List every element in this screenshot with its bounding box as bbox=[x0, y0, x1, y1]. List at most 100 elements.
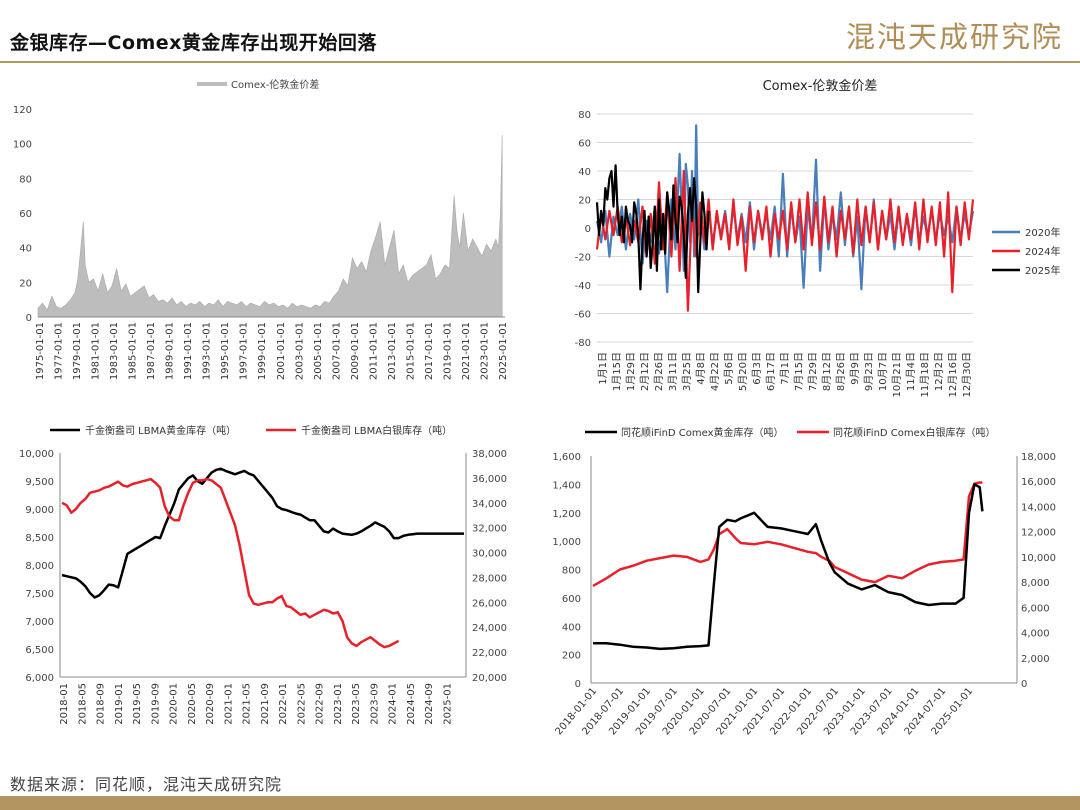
y-tick-label: 80 bbox=[19, 174, 32, 185]
x-tick-label: 11月4日 bbox=[905, 352, 917, 391]
x-tick-label: 1993-01-01 bbox=[202, 322, 213, 380]
x-tick-label: 12月16日 bbox=[947, 352, 959, 397]
x-tick-label: 2025-01-01 bbox=[498, 322, 509, 380]
x-tick-label: 8月12日 bbox=[821, 352, 833, 391]
y-tick-label-right: 28,000 bbox=[472, 573, 507, 584]
y-tick-label: 100 bbox=[13, 140, 32, 151]
x-tick-label: 1987-01-01 bbox=[146, 322, 157, 380]
y-tick-label: 0 bbox=[585, 224, 591, 235]
x-tick-label: 2月12日 bbox=[639, 352, 651, 391]
y-tick-label-left: 600 bbox=[562, 594, 581, 605]
y-tick-label: 20 bbox=[19, 278, 32, 289]
x-tick-label: 1月29日 bbox=[625, 352, 637, 391]
y-tick-label: -20 bbox=[575, 253, 591, 264]
x-tick-label: 1月15日 bbox=[611, 352, 623, 391]
y-tick-label-left: 6,000 bbox=[25, 673, 54, 684]
y-tick-label-left: 9,500 bbox=[25, 477, 54, 488]
y-tick-label-right: 38,000 bbox=[472, 449, 507, 460]
y-tick-label-left: 6,500 bbox=[25, 645, 54, 656]
x-tick-label: 2011-01-01 bbox=[368, 322, 379, 380]
y-tick-label: 60 bbox=[19, 209, 32, 220]
x-tick-label: 2020-05 bbox=[187, 683, 198, 725]
legend-label: 2025年 bbox=[1025, 264, 1060, 277]
header-divider bbox=[0, 61, 1080, 63]
y-tick-label: 40 bbox=[578, 167, 591, 178]
y-tick-label-right: 32,000 bbox=[472, 524, 507, 535]
y-tick-label-right: 18,000 bbox=[1021, 452, 1056, 463]
x-tick-label: 1979-01-01 bbox=[72, 322, 83, 380]
x-tick-label: 1989-01-01 bbox=[165, 322, 176, 380]
x-tick-label: 2013-01-01 bbox=[387, 322, 398, 380]
x-tick-label: 8月26日 bbox=[835, 352, 847, 391]
series-line-lbma-gold bbox=[61, 467, 464, 599]
y-tick-label: 0 bbox=[26, 313, 32, 324]
series-line-2025 bbox=[595, 164, 710, 294]
chart-lbma-inventory: 6,000 6,500 7,000 7,500 8,000 8,500 9,000 9,500… bbox=[19, 424, 507, 725]
series-area-spread bbox=[37, 134, 503, 318]
x-tick-label: 1977-01-01 bbox=[54, 322, 65, 380]
chart-gold-spread-history: Comex-伦敦金价差 0 20 40 60 80 100 120 1975-01-01 1977… bbox=[13, 78, 509, 380]
y-tick-label: -60 bbox=[575, 310, 591, 321]
x-tick-label: 1981-01-01 bbox=[91, 322, 102, 380]
chart-gold-spread-yearly: Comex-伦敦金价差 -80 -60 -40 -20 0 20 40 60 80 1月1日 1月15… bbox=[575, 78, 1061, 397]
y-tick-label-right: 6,000 bbox=[1021, 603, 1050, 614]
y-tick-label-right: 22,000 bbox=[472, 648, 507, 659]
x-tick-label: 2024-05 bbox=[406, 683, 417, 725]
x-tick-label: 2018-05 bbox=[77, 683, 88, 725]
y-tick-label-right: 10,000 bbox=[1021, 553, 1056, 564]
x-tick-label: 1997-01-01 bbox=[239, 322, 250, 380]
x-tick-label: 3月11日 bbox=[667, 352, 679, 391]
x-tick-label: 2003-01-01 bbox=[294, 322, 305, 380]
y-tick-label-left: 1,600 bbox=[552, 452, 581, 463]
x-tick-label: 2月26日 bbox=[653, 352, 665, 391]
y-tick-label-right: 2,000 bbox=[1021, 654, 1050, 665]
y-tick-label-right: 26,000 bbox=[472, 598, 507, 609]
x-tick-label: 2023-09 bbox=[369, 683, 380, 725]
x-tick-label: 2005-01-01 bbox=[313, 322, 324, 380]
legend-label: 同花顺iFinD Comex黄金库存（吨） bbox=[621, 426, 784, 439]
y-tick-label-right: 12,000 bbox=[1021, 528, 1056, 539]
series-line-comex-gold bbox=[593, 483, 984, 651]
x-tick-label: 9月23日 bbox=[863, 352, 875, 391]
y-tick-label: 40 bbox=[19, 244, 32, 255]
x-tick-label: 10月7日 bbox=[877, 352, 889, 391]
chart-title: Comex-伦敦金价差 bbox=[763, 78, 878, 94]
x-tick-label: 2019-01-01 bbox=[442, 322, 453, 380]
x-tick-label: 2024-09 bbox=[424, 683, 435, 725]
x-tick-label: 1983-01-01 bbox=[109, 322, 120, 380]
y-tick-label: -80 bbox=[575, 338, 591, 349]
series-line-comex-silver bbox=[592, 481, 983, 587]
x-tick-label: 2001-01-01 bbox=[276, 322, 287, 380]
x-tick-label: 2022-05 bbox=[296, 683, 307, 725]
y-tick-label-left: 9,000 bbox=[25, 505, 54, 516]
y-tick-label-right: 24,000 bbox=[472, 623, 507, 634]
y-tick-label-left: 0 bbox=[575, 679, 581, 690]
y-tick-label-left: 8,000 bbox=[25, 561, 54, 572]
y-tick-label-left: 200 bbox=[562, 651, 581, 662]
x-tick-label: 1985-01-01 bbox=[128, 322, 139, 380]
y-tick-label-left: 8,500 bbox=[25, 533, 54, 544]
x-tick-label: 2018-01 bbox=[59, 683, 70, 725]
x-tick-label: 6月17日 bbox=[765, 352, 777, 391]
footer-bar bbox=[0, 796, 1080, 810]
y-tick-label-left: 400 bbox=[562, 622, 581, 633]
y-tick-label-left: 7,000 bbox=[25, 617, 54, 628]
x-tick-label: 2021-01-01 bbox=[461, 322, 472, 380]
x-tick-label: 12月30日 bbox=[961, 352, 973, 397]
y-tick-label-right: 0 bbox=[1021, 679, 1027, 690]
y-tick-label-right: 4,000 bbox=[1021, 629, 1050, 640]
y-tick-label-right: 16,000 bbox=[1021, 477, 1056, 488]
chart-comex-inventory: 0 200 400 600 800 1,000 1,200 1,400 1,600 0 2,000 4… bbox=[552, 426, 1056, 737]
logo-text: 混沌天成研究院 bbox=[846, 20, 1064, 54]
x-tick-label: 10月21日 bbox=[891, 352, 903, 397]
data-source-note: 数据来源：同花顺，混沌天成研究院 bbox=[10, 775, 283, 794]
legend-label: 千金衡盎司 LBMA白银库存（吨） bbox=[301, 424, 452, 437]
series-line-2024 bbox=[595, 169, 975, 312]
y-tick-label-right: 8,000 bbox=[1021, 578, 1050, 589]
y-tick-label: 60 bbox=[578, 139, 591, 150]
x-tick-label: 2018-09 bbox=[96, 683, 107, 725]
x-tick-label: 9月9日 bbox=[849, 352, 861, 385]
y-tick-label: 80 bbox=[578, 110, 591, 121]
y-tick-label-right: 30,000 bbox=[472, 549, 507, 560]
x-tick-label: 6月3日 bbox=[751, 352, 763, 385]
